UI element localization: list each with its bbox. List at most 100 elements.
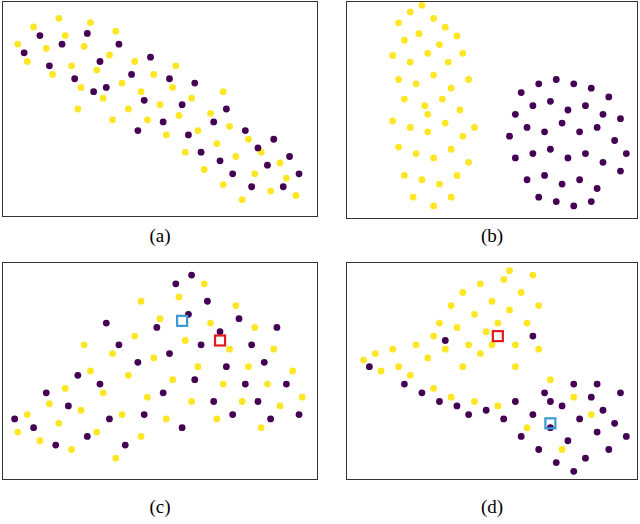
point bbox=[430, 15, 437, 22]
point bbox=[236, 315, 243, 322]
point bbox=[220, 381, 227, 388]
point bbox=[524, 176, 531, 183]
point bbox=[191, 376, 198, 383]
point bbox=[559, 120, 566, 127]
point bbox=[419, 2, 426, 9]
point bbox=[248, 341, 255, 348]
point bbox=[150, 355, 157, 362]
point bbox=[223, 106, 230, 113]
point bbox=[122, 442, 129, 449]
point bbox=[413, 80, 420, 87]
point bbox=[201, 166, 208, 173]
point bbox=[138, 433, 145, 440]
plot-area bbox=[360, 267, 630, 474]
point bbox=[160, 119, 167, 126]
point bbox=[576, 416, 583, 423]
point bbox=[251, 324, 258, 331]
point bbox=[131, 333, 138, 340]
point bbox=[14, 41, 21, 48]
point bbox=[465, 159, 472, 166]
point bbox=[144, 116, 151, 123]
point bbox=[242, 127, 249, 134]
point bbox=[280, 183, 287, 190]
point bbox=[112, 455, 119, 462]
point bbox=[116, 41, 123, 48]
point bbox=[160, 389, 167, 396]
point bbox=[239, 196, 246, 203]
point bbox=[106, 52, 113, 59]
point bbox=[210, 398, 217, 405]
point bbox=[84, 30, 91, 37]
point bbox=[465, 76, 472, 83]
point bbox=[459, 50, 466, 57]
point bbox=[24, 58, 31, 65]
point bbox=[535, 194, 542, 201]
point bbox=[416, 30, 423, 37]
frame bbox=[3, 263, 318, 480]
point bbox=[116, 341, 123, 348]
point bbox=[286, 153, 293, 160]
point bbox=[617, 389, 624, 396]
point bbox=[395, 19, 402, 26]
point bbox=[576, 128, 583, 135]
point bbox=[611, 137, 618, 144]
point bbox=[454, 402, 461, 409]
point bbox=[529, 272, 536, 279]
point bbox=[456, 107, 463, 114]
point bbox=[407, 59, 414, 66]
point bbox=[172, 62, 179, 69]
point bbox=[232, 302, 239, 309]
point bbox=[430, 72, 437, 79]
point bbox=[419, 389, 426, 396]
point bbox=[283, 381, 290, 388]
point bbox=[277, 160, 284, 167]
highlight-square bbox=[545, 418, 555, 428]
point bbox=[439, 96, 446, 103]
point bbox=[570, 381, 577, 388]
point bbox=[471, 124, 478, 131]
point bbox=[459, 289, 466, 296]
point bbox=[97, 381, 104, 388]
point bbox=[395, 363, 402, 370]
point bbox=[471, 311, 478, 318]
point bbox=[68, 446, 75, 453]
point bbox=[553, 459, 560, 466]
point bbox=[176, 112, 183, 119]
point bbox=[185, 132, 192, 139]
point bbox=[483, 328, 490, 335]
point bbox=[207, 320, 214, 327]
point bbox=[605, 446, 612, 453]
point bbox=[588, 394, 595, 401]
point bbox=[445, 59, 452, 66]
point bbox=[283, 175, 290, 182]
point bbox=[588, 198, 595, 205]
point bbox=[204, 298, 211, 305]
point bbox=[87, 368, 94, 375]
point bbox=[389, 346, 396, 353]
point bbox=[378, 368, 385, 375]
point bbox=[52, 442, 59, 449]
point bbox=[169, 84, 176, 91]
point bbox=[270, 346, 277, 353]
point bbox=[407, 9, 414, 16]
point bbox=[182, 337, 189, 344]
point bbox=[90, 88, 97, 95]
point bbox=[74, 106, 81, 113]
point bbox=[245, 136, 252, 143]
point bbox=[207, 110, 214, 117]
point bbox=[617, 115, 624, 122]
point bbox=[389, 52, 396, 59]
point bbox=[442, 346, 449, 353]
point bbox=[299, 394, 306, 401]
point bbox=[138, 88, 145, 95]
point bbox=[239, 398, 246, 405]
point bbox=[125, 372, 132, 379]
point bbox=[134, 127, 141, 134]
point bbox=[360, 357, 367, 364]
point bbox=[188, 95, 195, 102]
point bbox=[55, 420, 62, 427]
point bbox=[605, 94, 612, 101]
point bbox=[477, 280, 484, 287]
point bbox=[506, 307, 513, 314]
point bbox=[220, 181, 227, 188]
